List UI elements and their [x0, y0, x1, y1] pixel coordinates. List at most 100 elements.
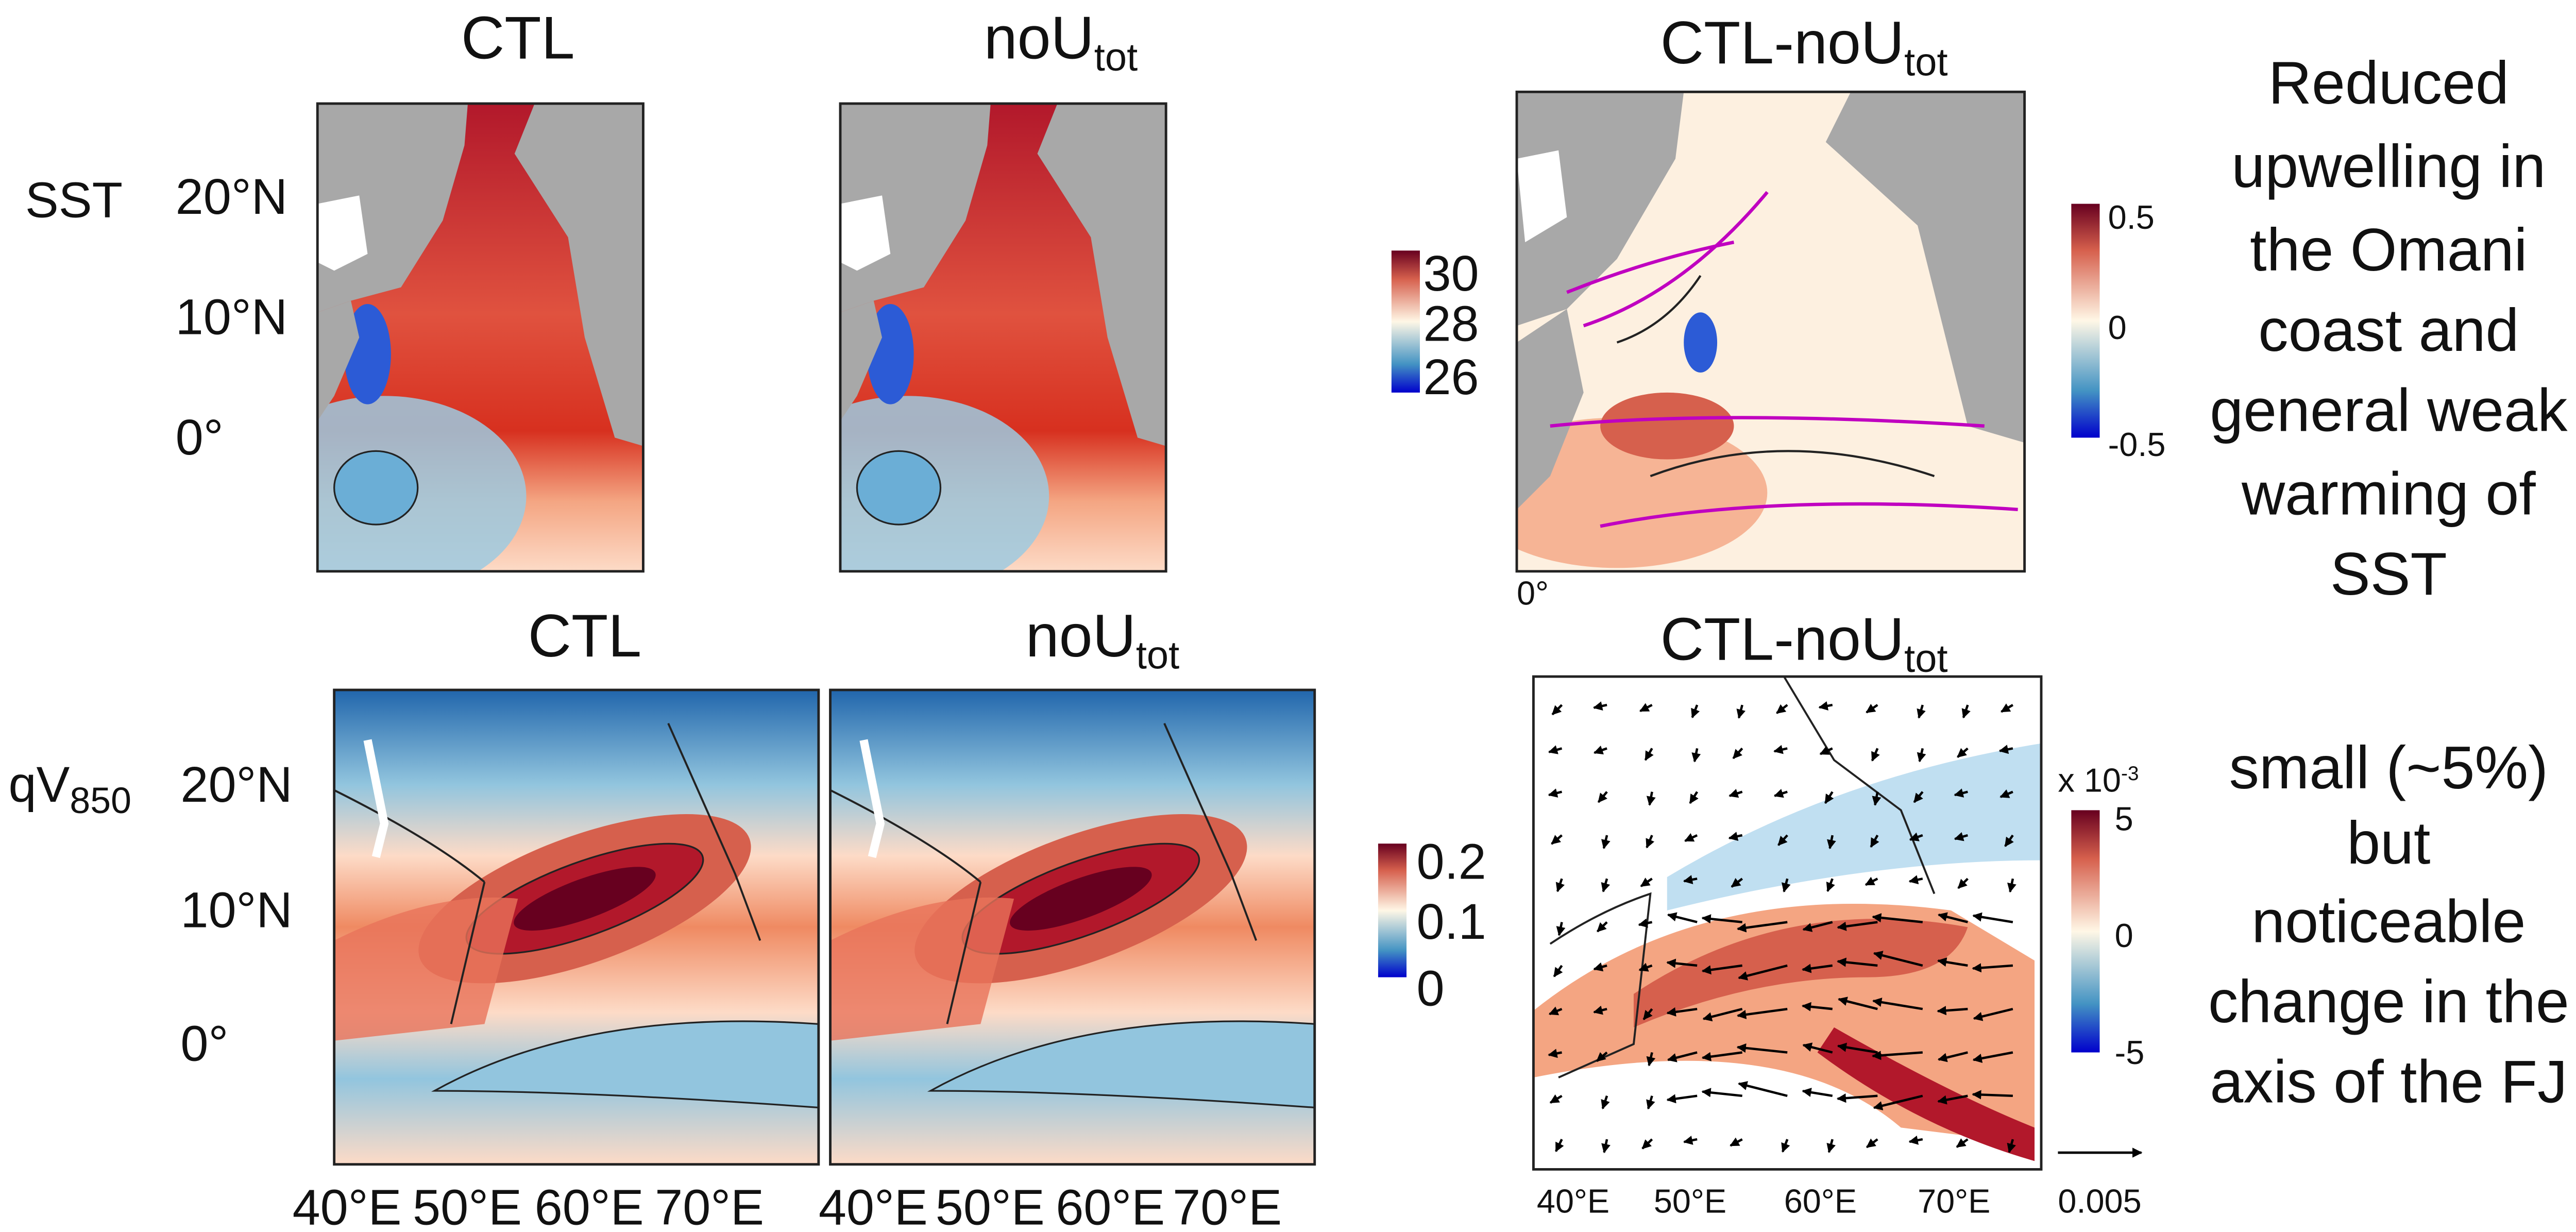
wind-vector [1737, 921, 1788, 933]
wind-vector [1838, 997, 1878, 1010]
wind-vector [2007, 1139, 2016, 1153]
wind-vector [1972, 1051, 2013, 1063]
wind-vector [1593, 1005, 1607, 1015]
wind-vector [1776, 704, 1788, 714]
wind-vector [1872, 1051, 1923, 1060]
wind-vector [1548, 788, 1563, 798]
frame [333, 688, 820, 1166]
annotation: the Omani [2250, 216, 2527, 283]
wind-vector [1870, 834, 1879, 848]
panel-title-main: CTL [461, 4, 574, 71]
colorbar-tick: 0.1 [1416, 893, 1486, 950]
row-label-main: SST [25, 172, 123, 228]
wind-vector [1551, 704, 1563, 716]
wind-vector [1691, 748, 1701, 763]
wind-vector [1865, 876, 1878, 886]
wind-vector [1593, 746, 1607, 755]
wind-vector [1957, 877, 1969, 889]
lon-label: 40°E [819, 1179, 928, 1232]
annotation: upwelling in [2231, 132, 2546, 200]
wind-vector [1601, 878, 1611, 892]
lat-label: 10°N [176, 289, 287, 345]
colorbar-tick: 0 [2108, 309, 2127, 346]
lon-label: 40°E [1537, 1183, 1609, 1220]
lon-label: 50°E [1654, 1183, 1726, 1220]
wind-vector [1917, 748, 1926, 763]
colorbar-tick: 28 [1423, 295, 1479, 351]
panel-title-main: noU [1026, 602, 1136, 669]
wind-vector [1683, 875, 1698, 885]
wind-vector [1738, 964, 1788, 981]
lon-label: 70°E [655, 1179, 764, 1232]
wind-vector [1701, 914, 1742, 924]
colorbar [2071, 204, 2100, 438]
wind-vector [1732, 747, 1743, 760]
wind-vector [1601, 1095, 1610, 1110]
wind-vector [1961, 704, 1971, 719]
map-qv-ctl [334, 690, 819, 1165]
lon-label: 50°E [936, 1179, 1045, 1232]
wind-vector [2000, 703, 2014, 713]
wind-vector [1777, 834, 1788, 846]
wind-vector [1596, 921, 1608, 933]
lon-label: 70°E [1918, 1183, 1990, 1220]
wind-vector [1972, 1090, 2013, 1100]
wind-vector [1601, 1139, 1611, 1154]
frame [839, 102, 1167, 573]
colorbar-tick: 5 [2115, 800, 2133, 837]
vector-scale-label: 0.005 [2058, 1183, 2141, 1220]
row-label-sub: 850 [70, 780, 131, 821]
wind-vector [1773, 788, 1788, 798]
colorbar-tick: 0.5 [2108, 198, 2155, 236]
colorbar-scale: x 10-3 [2058, 762, 2139, 799]
wind-vector [1737, 1007, 1788, 1020]
wind-vector [1836, 1093, 1878, 1103]
wind-vector [1781, 878, 1791, 893]
wind-vector [1730, 1137, 1743, 1147]
wind-vector [1998, 745, 2013, 754]
lat-label: 0° [176, 409, 224, 465]
wind-vector [1826, 1139, 1836, 1153]
wind-vector [1872, 791, 1882, 806]
wind-vector [1937, 1094, 1968, 1105]
wind-vector [1917, 704, 1926, 719]
panel-title: CTL [528, 602, 641, 669]
wind-vector [1736, 1043, 1788, 1054]
annotation: but [2347, 809, 2430, 876]
wind-vector [1646, 1052, 1656, 1067]
maps [316, 90, 2143, 1171]
panel-title: CTL [461, 4, 574, 71]
wind-vector [1646, 835, 1655, 849]
annotation: change in the [2208, 968, 2569, 1035]
wind-vector [1999, 789, 2013, 798]
lon-label: 0° [1517, 575, 1549, 612]
wind-vector [1802, 1088, 1833, 1098]
frame [829, 688, 1316, 1166]
lat-label: 20°N [176, 168, 287, 225]
annotation: coast and [2258, 296, 2519, 364]
wind-vector [1956, 1138, 1969, 1148]
wind-vector [1592, 701, 1607, 711]
colorbar-tick: 0 [1416, 960, 1444, 1017]
colorbar-tick: 0.2 [1416, 833, 1486, 889]
annotation: Reduced [2268, 49, 2509, 116]
annotation: general weak [2210, 376, 2568, 444]
wind-vector [1701, 964, 1742, 975]
lat-label: 0° [180, 1016, 228, 1072]
wind-vector [1667, 1051, 1698, 1062]
wind-vector [1666, 1094, 1698, 1104]
wind-vector [1640, 877, 1653, 887]
wind-vector [1548, 1049, 1562, 1058]
wind-vector [1597, 791, 1608, 803]
lon-label: 60°E [1056, 1179, 1165, 1232]
wind-vector [1555, 878, 1565, 892]
wind-vector [1684, 833, 1698, 842]
frame [1532, 675, 2043, 1171]
annotation: noticeable [2251, 888, 2526, 955]
wind-vector [1641, 1138, 1653, 1150]
wind-vector [1908, 1135, 1923, 1145]
wind-vector [1646, 1095, 1655, 1110]
wind-vector [1837, 1042, 1878, 1054]
wind-vector [1781, 1139, 1790, 1153]
